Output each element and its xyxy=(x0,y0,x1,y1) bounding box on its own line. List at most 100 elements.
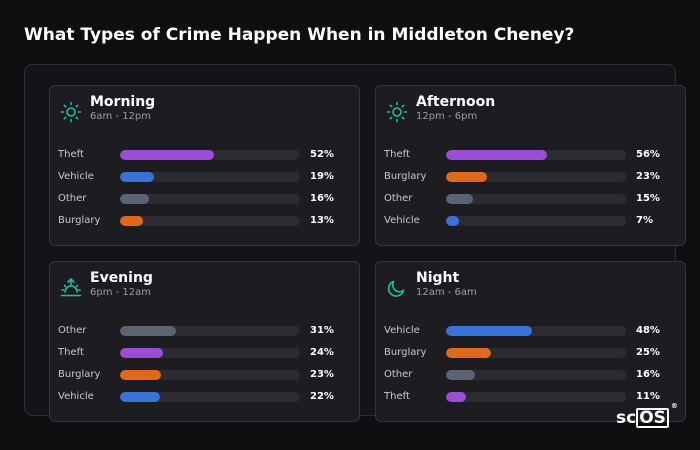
bar-track xyxy=(120,392,300,402)
crime-label: Theft xyxy=(384,391,410,402)
card-time-range: 12pm - 6pm xyxy=(416,111,478,122)
card-time-range: 12am - 6am xyxy=(416,287,477,298)
brand-boxed: OS xyxy=(636,408,669,428)
crime-label: Theft xyxy=(58,149,84,160)
moon-icon xyxy=(386,277,408,299)
crime-label: Other xyxy=(384,193,413,204)
card-afternoon: Afternoon 12pm - 6pm Theft 56% Burglary … xyxy=(375,85,686,246)
brand-prefix: sc xyxy=(616,408,637,428)
crime-label: Theft xyxy=(58,347,84,358)
card-title: Morning xyxy=(90,94,156,110)
crime-row: Other 16% xyxy=(58,191,338,207)
crime-label: Burglary xyxy=(384,171,427,182)
card-time-range: 6pm - 12am xyxy=(90,287,152,298)
card-title: Night xyxy=(416,270,460,286)
crime-row: Burglary 23% xyxy=(384,169,664,185)
bar-fill xyxy=(120,370,162,380)
crime-label: Burglary xyxy=(384,347,427,358)
crime-percent: 31% xyxy=(310,325,334,336)
crime-row: Vehicle 48% xyxy=(384,323,664,339)
bar-fill xyxy=(446,348,491,358)
bar-fill xyxy=(446,392,466,402)
brand-logo: sc OS ® xyxy=(616,402,678,428)
crime-percent: 16% xyxy=(310,193,334,204)
crime-label: Vehicle xyxy=(384,215,420,226)
crime-percent: 25% xyxy=(636,347,660,358)
bar-fill xyxy=(120,326,176,336)
card-time-range: 6am - 12pm xyxy=(90,111,152,122)
crime-percent: 56% xyxy=(636,149,660,160)
bar-fill xyxy=(446,150,547,160)
bar-track xyxy=(120,216,300,226)
crime-row: Vehicle 22% xyxy=(58,389,338,405)
crime-label: Theft xyxy=(384,149,410,160)
bar-track xyxy=(446,194,626,204)
card-evening: Evening 6pm - 12am Other 31% Theft 24% B… xyxy=(49,261,360,422)
crime-label: Other xyxy=(58,325,87,336)
crime-row: Theft 52% xyxy=(58,147,338,163)
bar-fill xyxy=(120,392,160,402)
crime-percent: 23% xyxy=(636,171,660,182)
crime-row: Theft 24% xyxy=(58,345,338,361)
bar-track xyxy=(120,326,300,336)
bar-track xyxy=(446,216,626,226)
crime-percent: 48% xyxy=(636,325,660,336)
crime-percent: 24% xyxy=(310,347,334,358)
crime-row: Other 16% xyxy=(384,367,664,383)
crime-percent: 19% xyxy=(310,171,334,182)
crime-row: Theft 11% xyxy=(384,389,664,405)
bar-track xyxy=(446,370,626,380)
bar-track xyxy=(446,348,626,358)
crime-percent: 7% xyxy=(636,215,653,226)
crime-label: Vehicle xyxy=(58,171,94,182)
bar-track xyxy=(446,326,626,336)
registered-mark: ® xyxy=(670,402,678,410)
crime-label: Burglary xyxy=(58,369,101,380)
card-title: Evening xyxy=(90,270,153,286)
crime-row: Burglary 13% xyxy=(58,213,338,229)
sunset-icon xyxy=(60,277,82,299)
bar-fill xyxy=(446,326,533,336)
crime-row: Other 15% xyxy=(384,191,664,207)
bar-track xyxy=(446,172,626,182)
bar-fill xyxy=(120,216,144,226)
crime-percent: 15% xyxy=(636,193,660,204)
bar-fill xyxy=(120,150,214,160)
crime-row: Burglary 23% xyxy=(58,367,338,383)
bar-fill xyxy=(120,172,155,182)
bar-track xyxy=(120,348,300,358)
bar-fill xyxy=(446,172,488,182)
crime-label: Vehicle xyxy=(384,325,420,336)
crime-label: Burglary xyxy=(58,215,101,226)
sun-icon xyxy=(386,101,408,123)
card-morning: Morning 6am - 12pm Theft 52% Vehicle 19%… xyxy=(49,85,360,246)
bar-track xyxy=(446,150,626,160)
crime-label: Other xyxy=(58,193,87,204)
crime-percent: 52% xyxy=(310,149,334,160)
crime-row: Theft 56% xyxy=(384,147,664,163)
crime-row: Vehicle 19% xyxy=(58,169,338,185)
bar-track xyxy=(120,370,300,380)
crime-percent: 22% xyxy=(310,391,334,402)
bar-fill xyxy=(446,216,459,226)
crime-percent: 16% xyxy=(636,369,660,380)
crime-row: Vehicle 7% xyxy=(384,213,664,229)
crime-label: Other xyxy=(384,369,413,380)
crime-percent: 13% xyxy=(310,215,334,226)
bar-track xyxy=(120,172,300,182)
bar-fill xyxy=(446,370,475,380)
bar-fill xyxy=(120,348,164,358)
crime-row: Other 31% xyxy=(58,323,338,339)
crime-percent: 11% xyxy=(636,391,660,402)
bar-track xyxy=(446,392,626,402)
card-night: Night 12am - 6am Vehicle 48% Burglary 25… xyxy=(375,261,686,422)
card-title: Afternoon xyxy=(416,94,496,110)
bar-fill xyxy=(446,194,473,204)
crime-percent: 23% xyxy=(310,369,334,380)
bar-track xyxy=(120,194,300,204)
sun-icon xyxy=(60,101,82,123)
bar-fill xyxy=(120,194,149,204)
page-title: What Types of Crime Happen When in Middl… xyxy=(24,25,575,45)
crime-row: Burglary 25% xyxy=(384,345,664,361)
